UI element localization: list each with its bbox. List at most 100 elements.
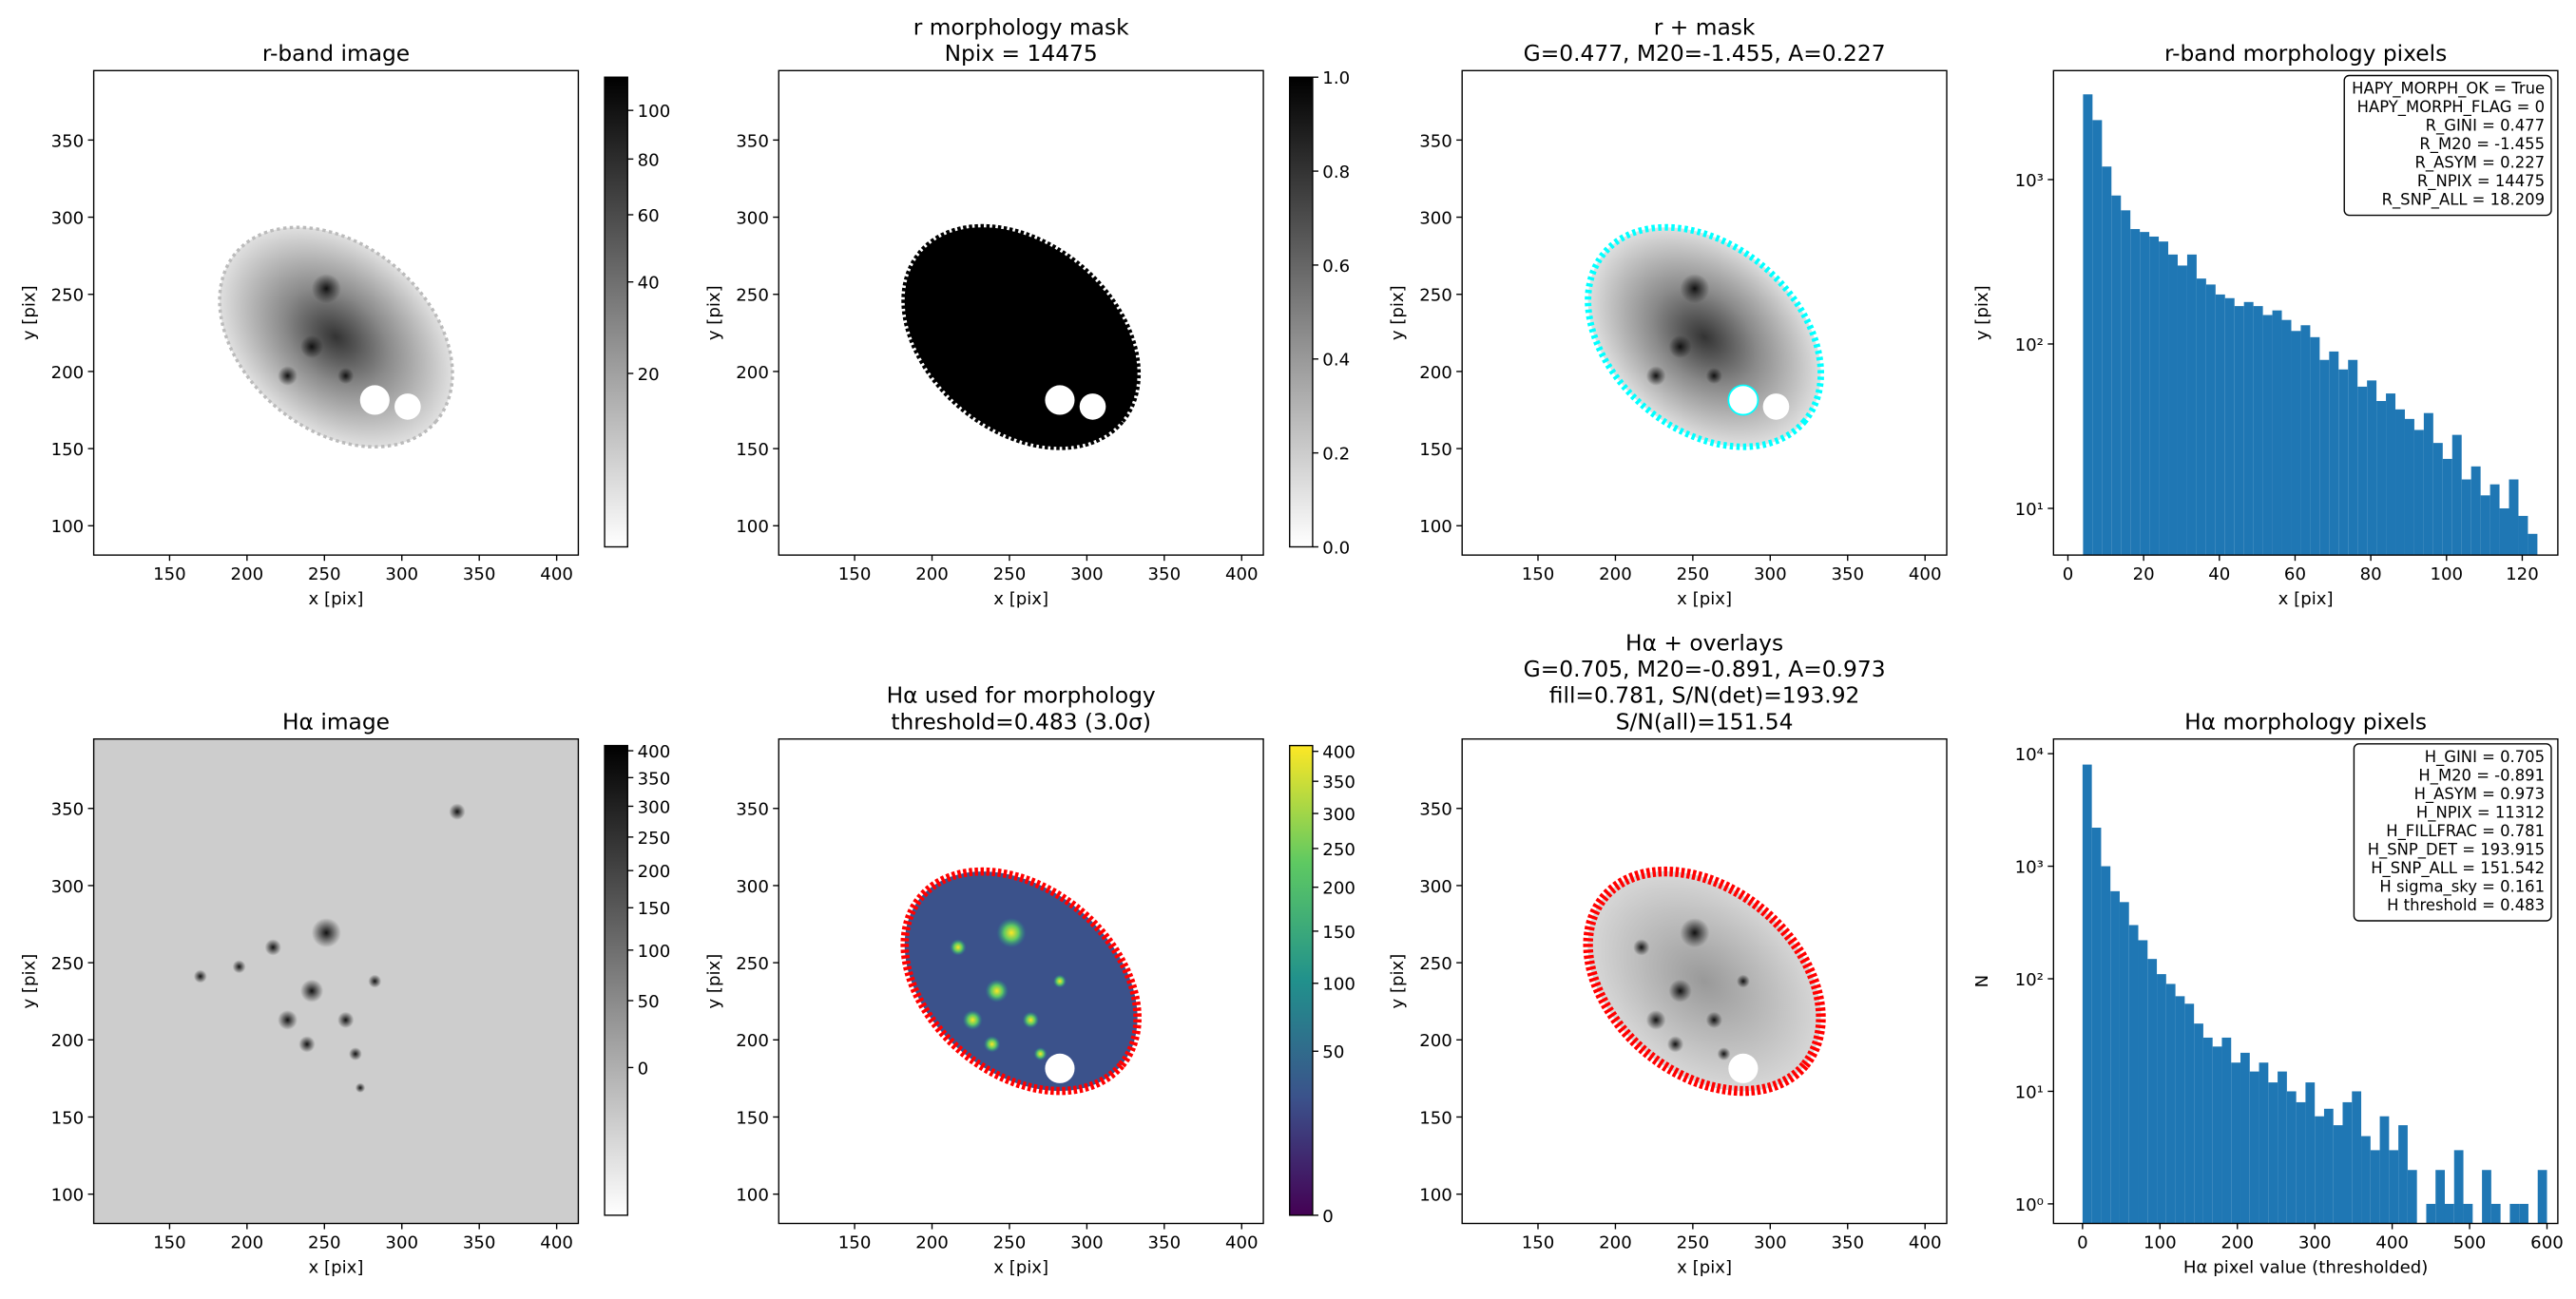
hist-bar [2296, 1101, 2306, 1224]
hist-bar [2389, 1150, 2399, 1224]
emission-knot [311, 274, 341, 304]
hist-bar [2268, 1082, 2278, 1224]
hist-bar [2426, 1203, 2436, 1224]
y-tick-label: 300 [1419, 877, 1452, 897]
x-tick-label: 100 [2143, 1232, 2177, 1252]
hist-bar [2278, 1071, 2287, 1224]
y-tick-label: 10¹ [2015, 1082, 2044, 1102]
annotation-line: R_SNP_ALL = 18.209 [2382, 191, 2545, 210]
emission-knot [1633, 939, 1650, 956]
hist-bar [2092, 120, 2103, 556]
panel-title: Hα used for morphology [887, 682, 1156, 709]
x-tick-label: 600 [2530, 1232, 2564, 1252]
y-tick-label: 150 [1419, 440, 1452, 460]
y-tick-label: 10² [2015, 970, 2044, 990]
x-tick-label: 300 [385, 1232, 418, 1252]
hist-bar [2140, 232, 2150, 556]
x-tick-label: 200 [2220, 1232, 2254, 1252]
masked-star [359, 385, 390, 415]
x-axis-label: x [pix] [1677, 1257, 1732, 1277]
emission-knot [1680, 918, 1710, 948]
x-axis-label: x [pix] [993, 1257, 1048, 1277]
hist-bar [2319, 359, 2330, 556]
emission-knot [1705, 1011, 1722, 1029]
background-noise [93, 738, 579, 1224]
hist-bar [2196, 278, 2206, 556]
hist-bar [2509, 1203, 2520, 1224]
hist-bar [2111, 195, 2122, 556]
hist-bar [2480, 495, 2490, 556]
y-tick-label: 250 [51, 286, 85, 306]
hist-bar [2404, 418, 2414, 556]
x-tick-label: 300 [2298, 1232, 2332, 1252]
colorbar-tick-label: 150 [1322, 923, 1355, 943]
galaxy [900, 867, 1142, 1096]
x-tick-label: 200 [231, 564, 264, 584]
hist-bar [2101, 866, 2111, 1224]
panel-title: r-band image [262, 40, 410, 67]
y-axis-label: y [pix] [1388, 285, 1408, 340]
y-tick-label: 250 [1419, 954, 1452, 974]
panel-title: Hα morphology pixels [2184, 708, 2427, 735]
colorbar-tick-label: 300 [638, 797, 671, 817]
hist-bar [2186, 254, 2197, 556]
colorbar-tick-label: 300 [1322, 805, 1355, 825]
axes-frame [92, 737, 580, 1225]
hist-bar [2249, 1071, 2259, 1224]
x-tick-label: 300 [385, 564, 418, 584]
x-tick-label: 250 [993, 564, 1027, 584]
plot-area [900, 867, 1142, 1096]
hist-bar [2435, 1170, 2445, 1224]
hist-bar [2451, 434, 2462, 556]
x-axis-label: x [pix] [1677, 589, 1732, 609]
panel: Hα image 150 200 250 300 350 400 100 150 200 250 30… [19, 708, 670, 1277]
colorbar-tick-label: 0 [638, 1059, 649, 1079]
panel: r-band morphology pixels 0 20 40 60 80 100 120 1… [1972, 40, 2559, 609]
hist-bar [2305, 1082, 2316, 1224]
axes-frame [1461, 737, 1948, 1225]
hist-bar [2518, 515, 2528, 556]
y-tick-label: 100 [1419, 1186, 1452, 1206]
x-tick-label: 20 [2133, 564, 2155, 584]
y-axis-label: y [pix] [1388, 954, 1408, 1009]
y-tick-label: 200 [51, 1031, 85, 1051]
hist-bar [2395, 409, 2405, 556]
plot-area [218, 225, 454, 449]
emission-knot [1645, 1010, 1666, 1030]
hist-bar [2407, 1170, 2417, 1224]
hist-bar [2128, 925, 2139, 1224]
x-tick-label: 350 [1831, 1232, 1864, 1252]
x-tick-label: 250 [308, 564, 341, 584]
x-tick-label: 150 [838, 564, 872, 584]
annotation-line: H_FILLFRAC = 0.781 [2386, 822, 2545, 841]
x-tick-label: 400 [1909, 1232, 1942, 1252]
annotation-box [2353, 743, 2552, 922]
galaxy [1583, 866, 1826, 1097]
galaxy [901, 223, 1142, 450]
x-tick-label: 350 [463, 564, 496, 584]
colorbar-tick-label: 400 [638, 742, 671, 762]
x-tick-label: 200 [231, 1232, 264, 1252]
panel-title: S/N(all)=151.54 [1616, 708, 1794, 735]
x-tick-label: 250 [308, 1232, 341, 1252]
colorbar-tick-label: 1.0 [1322, 68, 1350, 88]
hist-bar [2315, 1116, 2324, 1224]
hist-bar [2159, 241, 2169, 556]
emission-knot [1022, 1011, 1040, 1029]
hist-bar [2194, 1023, 2203, 1224]
y-tick-label: 200 [1419, 363, 1452, 383]
hist-bar [2281, 319, 2292, 556]
hist-bar [2537, 1170, 2547, 1224]
axes-frame [2052, 737, 2559, 1225]
annotation-line: H_SNP_ALL = 151.542 [2371, 859, 2545, 878]
emission-knot [1666, 1036, 1684, 1053]
hist-bar [2149, 236, 2160, 556]
colorbar-tick-label: 0.2 [1322, 445, 1350, 465]
hist-bar [2083, 94, 2093, 556]
hist-bar [2310, 336, 2320, 556]
y-tick-label: 200 [736, 363, 769, 383]
hist-bar [2470, 466, 2481, 556]
x-tick-label: 400 [540, 1232, 573, 1252]
emission-knot [985, 979, 1009, 1003]
x-tick-label: 400 [1225, 564, 1259, 584]
